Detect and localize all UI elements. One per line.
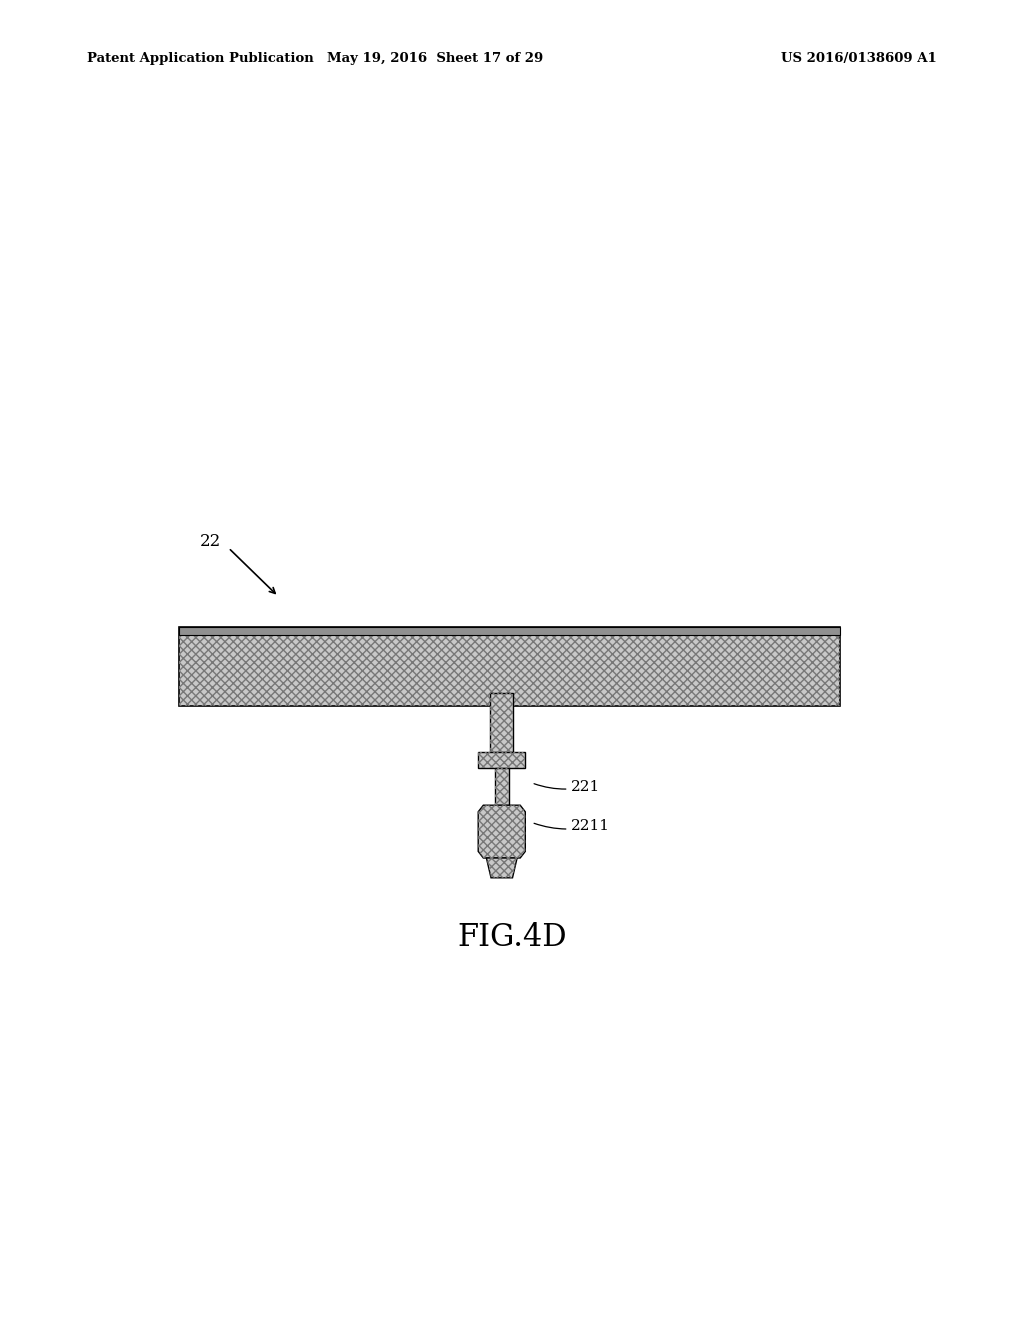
Bar	[490, 693, 513, 752]
Text: 221: 221	[535, 780, 601, 793]
Bar	[179, 627, 840, 635]
Text: FIG.4D: FIG.4D	[457, 921, 567, 953]
Polygon shape	[486, 858, 517, 878]
Text: 2211: 2211	[535, 820, 610, 833]
Polygon shape	[478, 805, 525, 858]
Text: Patent Application Publication: Patent Application Publication	[87, 51, 313, 65]
Bar	[179, 627, 840, 635]
Text: US 2016/0138609 A1: US 2016/0138609 A1	[781, 51, 937, 65]
Bar	[495, 768, 509, 805]
Text: May 19, 2016  Sheet 17 of 29: May 19, 2016 Sheet 17 of 29	[327, 51, 544, 65]
Bar	[179, 627, 840, 706]
Bar	[478, 752, 525, 768]
Bar	[490, 693, 513, 752]
Bar	[478, 752, 525, 768]
Text: 22: 22	[200, 533, 221, 549]
Bar	[495, 768, 509, 805]
Bar	[179, 627, 840, 706]
